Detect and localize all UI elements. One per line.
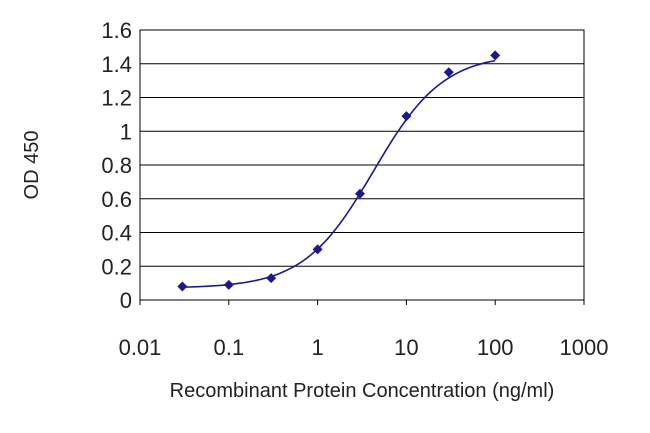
x-tick-label: 1000 [560,335,609,360]
data-point [401,111,412,122]
x-axis-title: Recombinant Protein Concentration (ng/ml… [170,380,555,402]
data-point [312,244,323,255]
data-point [177,281,188,292]
data-points [177,50,501,292]
y-tick-labels: 0 0.2 0.4 0.6 0.8 1 1.2 1.4 1.6 [101,18,132,313]
fit-curve [182,59,496,288]
y-tick-label: 0.4 [101,221,132,246]
data-point [266,273,277,284]
y-tick-label: 0 [120,288,132,313]
x-tick-label: 100 [477,335,514,360]
x-tick-label: 0.1 [214,335,245,360]
data-point [490,50,501,61]
gridlines [140,63,584,267]
y-tick-label: 0.6 [101,187,132,212]
data-point [354,188,365,199]
y-tick-label: 1 [120,119,132,144]
x-tick-labels: 0.01 0.1 1 10 100 1000 [119,300,609,360]
y-tick-label: 1.4 [101,52,132,77]
y-axis-title: OD 450 [21,131,43,200]
x-tick-label: 1 [311,335,323,360]
data-point [443,67,454,78]
y-tick-label: 1.6 [101,18,132,43]
x-tick-label: 0.01 [119,335,162,360]
y-tick-label: 0.8 [101,153,132,178]
y-tick-label: 0.2 [101,254,132,279]
x-tick-label: 10 [394,335,418,360]
y-tick-label: 1.2 [101,86,132,111]
data-point [223,279,234,290]
